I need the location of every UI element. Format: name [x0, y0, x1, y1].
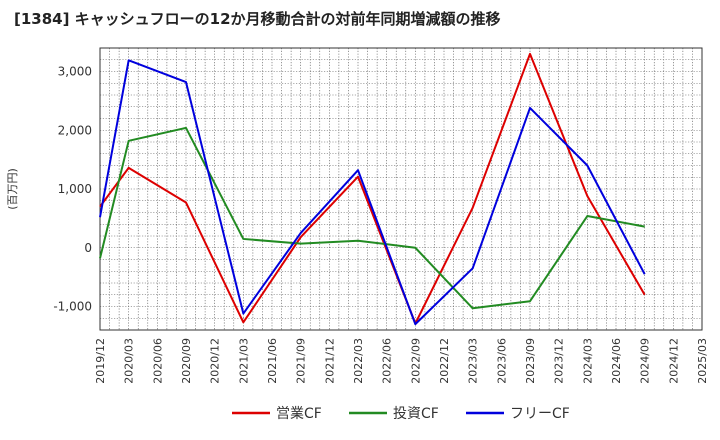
- x-tick-label: 2024/09: [639, 338, 652, 384]
- legend-label: フリーCF: [510, 406, 570, 422]
- x-tick-label: 2024/12: [667, 338, 680, 384]
- x-tick-label: 2022/12: [438, 338, 451, 384]
- x-tick-label: 2023/03: [467, 338, 480, 384]
- y-tick-label: 2,000: [58, 123, 92, 137]
- x-tick-label: 2022/09: [409, 338, 422, 384]
- y-tick-label: 3,000: [58, 65, 92, 79]
- x-tick-label: 2021/09: [295, 338, 308, 384]
- x-tick-label: 2022/06: [381, 338, 394, 384]
- x-tick-label: 2020/12: [209, 338, 222, 384]
- y-tick-label: 1,000: [58, 182, 92, 196]
- x-tick-label: 2025/03: [696, 338, 709, 384]
- chart-title: [1384] キャッシュフローの12か月移動合計の対前年同期増減額の推移: [14, 10, 501, 28]
- series-line-1: [99, 52, 646, 325]
- legend-label: 営業CF: [276, 406, 322, 422]
- x-tick-label: 2023/12: [553, 338, 566, 384]
- x-tick-label: 2024/03: [581, 338, 594, 384]
- series-line-2: [99, 126, 645, 310]
- x-tick-label: 2024/06: [610, 338, 623, 384]
- plot-frame: [99, 47, 703, 331]
- y-axis-label: (百万円): [6, 168, 19, 210]
- x-tick-label: 2023/09: [524, 338, 537, 384]
- x-tick-label: 2021/03: [237, 338, 250, 384]
- y-tick-label: -1,000: [53, 300, 92, 314]
- legend-label: 投資CF: [393, 406, 439, 422]
- x-tick-label: 2019/12: [94, 338, 107, 384]
- series-line-3: [99, 59, 646, 326]
- x-tick-label: 2020/06: [151, 338, 164, 384]
- x-tick-label: 2020/09: [180, 338, 193, 384]
- y-tick-label: 0: [84, 241, 92, 255]
- x-tick-label: 2021/06: [266, 338, 279, 384]
- x-tick-label: 2020/03: [123, 338, 136, 384]
- x-tick-label: 2022/03: [352, 338, 365, 384]
- x-tick-label: 2023/06: [495, 338, 508, 384]
- x-tick-label: 2021/12: [323, 338, 336, 384]
